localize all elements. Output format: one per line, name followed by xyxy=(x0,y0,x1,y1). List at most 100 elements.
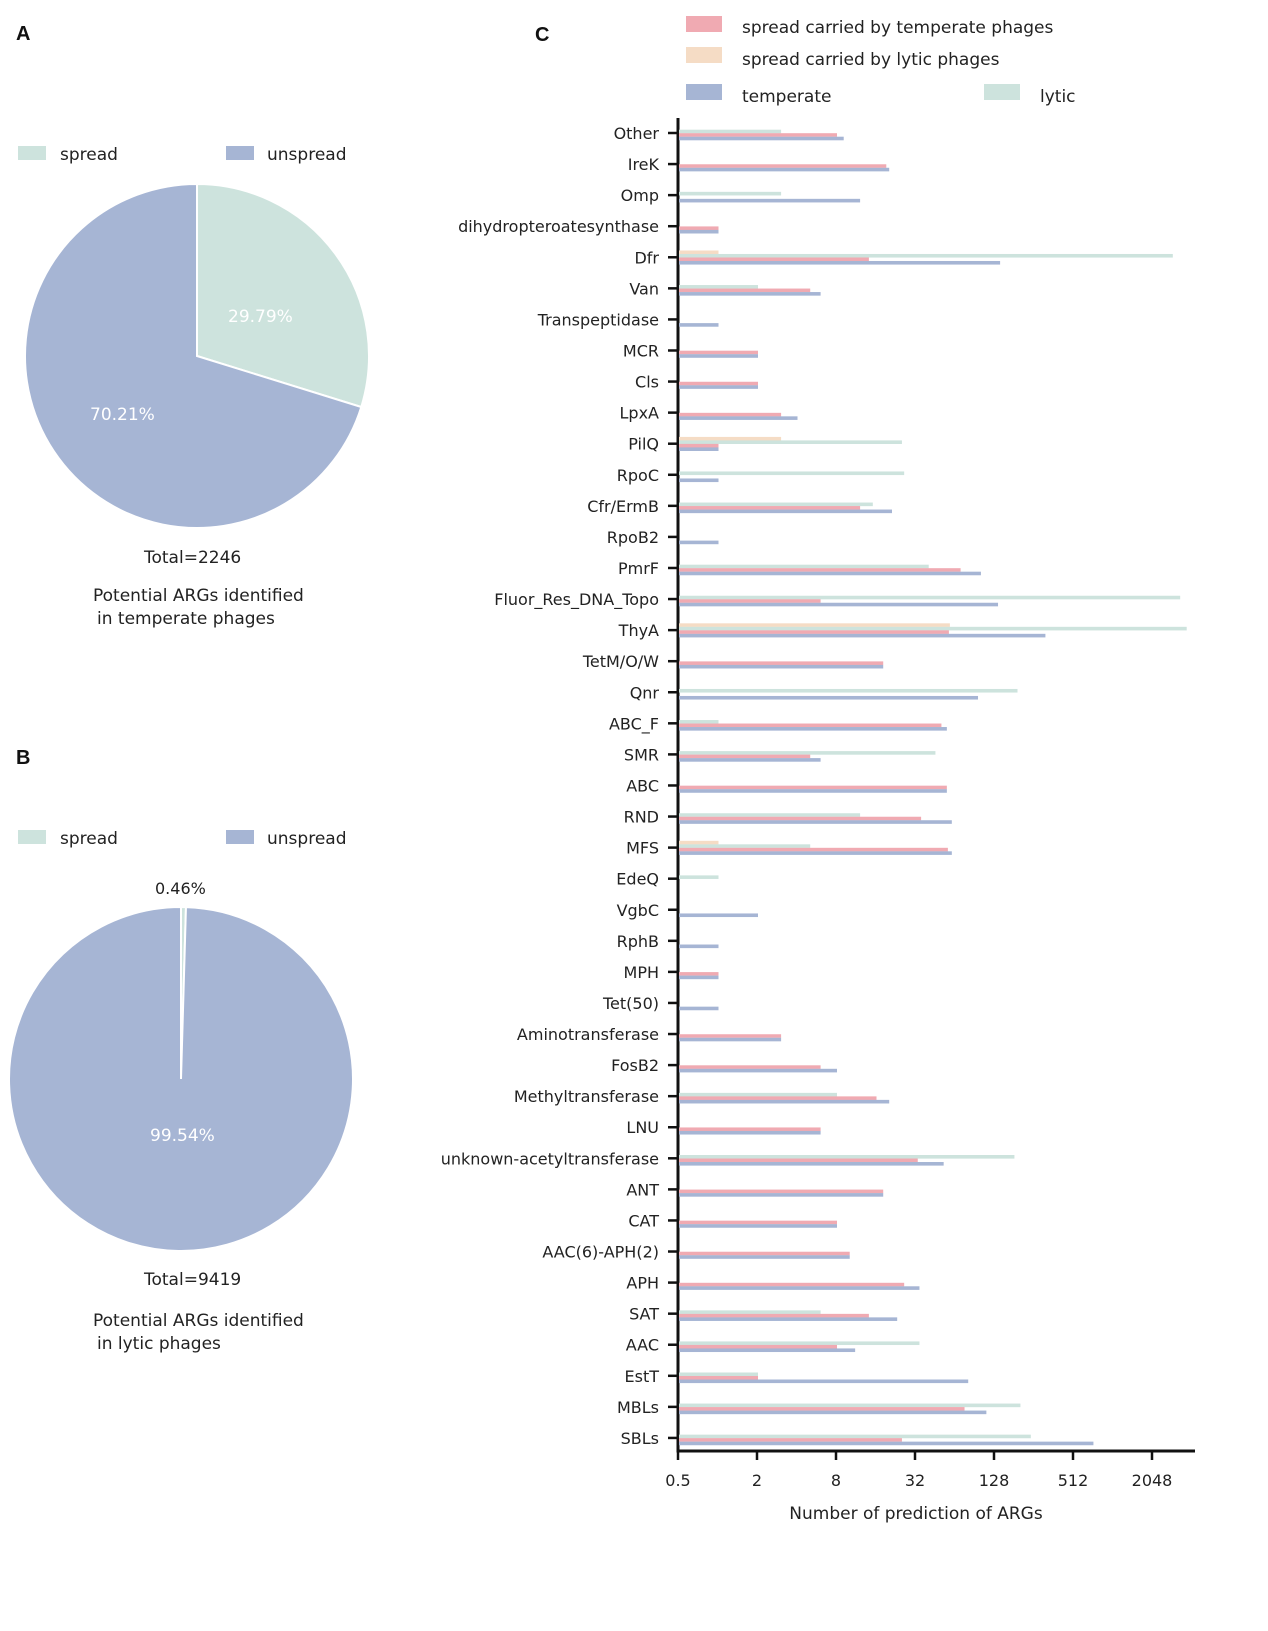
bar-ABC_F-spread carried by temperate phages xyxy=(679,723,942,728)
category-label: SAT xyxy=(629,1305,659,1324)
pie-b-caption-line2: in lytic phages xyxy=(97,1334,221,1354)
category-label: AAC(6)-APH(2) xyxy=(542,1243,659,1262)
category-label: PmrF xyxy=(618,559,659,578)
category-label: Omp xyxy=(621,186,659,205)
bar-Fluor_Res_DNA_Topo-lytic xyxy=(679,595,1181,600)
bar-MFS-spread carried by lytic phages xyxy=(679,840,719,845)
bar-FosB2-temperate xyxy=(679,1068,837,1073)
category-label: ABC_F xyxy=(609,714,659,734)
category-label: Cfr/ErmB xyxy=(587,497,659,516)
x-tick-label: 0.5 xyxy=(665,1471,690,1490)
bar-MFS-spread carried by temperate phages xyxy=(679,847,948,852)
bar-PmrF-temperate xyxy=(679,571,981,576)
x-tick-label: 32 xyxy=(905,1471,925,1490)
bar-AAC(6)-APH(2)-spread carried by temperate phages xyxy=(679,1251,850,1256)
bar-Methyltransferase-lytic xyxy=(679,1092,837,1097)
bar-Methyltransferase-temperate xyxy=(679,1099,890,1104)
bar-MPH-temperate xyxy=(679,975,719,980)
category-label: Van xyxy=(629,279,659,298)
category-label: IreK xyxy=(628,155,660,174)
category-label: Cls xyxy=(635,373,659,392)
bar-IreK-spread carried by temperate phages xyxy=(679,164,887,168)
pie-a-caption-line2: in temperate phages xyxy=(97,609,275,629)
panel-c-letter: C xyxy=(535,24,549,46)
bar-Other-spread carried by temperate phages xyxy=(679,133,837,137)
bar-Van-temperate xyxy=(679,292,821,296)
bar-unknown-acetyltransferase-temperate xyxy=(679,1162,944,1166)
legend-b-unspread-label: unspread xyxy=(267,829,346,849)
category-label: TetM/O/W xyxy=(582,652,659,671)
category-label: APH xyxy=(626,1274,659,1293)
category-label: ThyA xyxy=(618,621,659,640)
category-label: EstT xyxy=(625,1367,660,1386)
bar-Dfr-lytic xyxy=(679,253,1173,258)
bar-LNU-temperate xyxy=(679,1130,821,1135)
category-label: RpoC xyxy=(617,466,659,485)
pie-chart-b xyxy=(8,905,354,1252)
category-label: Other xyxy=(614,124,660,143)
bar-EstT-lytic xyxy=(679,1372,758,1377)
bar-Omp-temperate xyxy=(679,198,861,203)
bar-ThyA-temperate xyxy=(679,633,1046,638)
legend-a-spread-swatch xyxy=(18,146,46,160)
legend-c-spread-lytic-swatch xyxy=(686,47,722,63)
bar-Cls-spread carried by temperate phages xyxy=(679,381,758,386)
bar-TetM/O/W-temperate xyxy=(679,664,884,669)
category-label: MPH xyxy=(624,963,659,982)
bar-RND-spread carried by temperate phages xyxy=(679,816,922,821)
legend-b-unspread-swatch xyxy=(226,830,254,844)
bar-ABC_F-lytic xyxy=(679,720,719,724)
legend-c-spread-temperate-swatch xyxy=(686,16,722,32)
category-label: PilQ xyxy=(628,435,659,454)
bar-PilQ-spread carried by lytic phages xyxy=(679,436,782,441)
bar-Omp-lytic xyxy=(679,191,782,196)
x-tick-label: 2 xyxy=(752,1471,762,1490)
category-label: MFS xyxy=(626,839,659,858)
legend-a-unspread-label: unspread xyxy=(267,145,346,165)
bar-SMR-spread carried by temperate phages xyxy=(679,754,811,759)
legend-c-temperate-label: temperate xyxy=(742,87,831,107)
category-label: Dfr xyxy=(634,248,659,267)
legend-b-spread-swatch xyxy=(18,830,46,844)
legend-c-lytic-swatch xyxy=(984,84,1020,100)
bar-SAT-lytic xyxy=(679,1310,821,1314)
category-label: CAT xyxy=(628,1211,659,1230)
x-tick-label: 128 xyxy=(979,1471,1010,1490)
bar-EstT-temperate xyxy=(679,1379,969,1384)
panel-a-letter: A xyxy=(16,23,30,45)
bar-APH-spread carried by temperate phages xyxy=(679,1282,905,1287)
bar-Aminotransferase-temperate xyxy=(679,1037,782,1042)
bar-Fluor_Res_DNA_Topo-spread carried by temperate phages xyxy=(679,599,821,603)
bar-MBLs-temperate xyxy=(679,1410,987,1415)
bar-CAT-spread carried by temperate phages xyxy=(679,1220,837,1225)
bar-Cls-temperate xyxy=(679,385,758,389)
panel-c: C spread carried by temperate phages spr… xyxy=(441,16,1195,1524)
category-label: Transpeptidase xyxy=(537,310,659,329)
bar-unknown-acetyltransferase-lytic xyxy=(679,1155,1015,1159)
bar-EdeQ-lytic xyxy=(679,875,719,879)
bar-Van-lytic xyxy=(679,285,758,289)
category-label: VgbC xyxy=(617,901,659,920)
category-label: unknown-acetyltransferase xyxy=(441,1149,659,1168)
pie-b-total: Total=9419 xyxy=(143,1270,241,1290)
bar-MBLs-lytic xyxy=(679,1403,1021,1408)
legend-a-spread-label: spread xyxy=(60,145,118,165)
bar-RND-temperate xyxy=(679,820,952,824)
bar-MCR-spread carried by temperate phages xyxy=(679,350,758,355)
bar-SBLs-lytic xyxy=(679,1434,1031,1439)
pie-b-spread-percent: 0.46% xyxy=(155,879,206,898)
bar-LpxA-temperate xyxy=(679,416,798,420)
pie-b-slice-unspread xyxy=(8,905,354,1252)
legend-c-spread-lytic-label: spread carried by lytic phages xyxy=(742,50,1000,70)
bar-Van-spread carried by temperate phages xyxy=(679,288,811,293)
x-tick-label: 512 xyxy=(1058,1471,1089,1490)
bar-MFS-temperate xyxy=(679,851,952,855)
pie-a-unspread-percent: 70.21% xyxy=(90,405,155,425)
bar-Cfr/ErmB-lytic xyxy=(679,502,873,507)
bar-dihydropteroatesynthase-temperate xyxy=(679,229,719,234)
bar-SAT-spread carried by temperate phages xyxy=(679,1313,869,1318)
bar-RND-lytic xyxy=(679,813,861,817)
bar-ABC_F-temperate xyxy=(679,727,947,731)
legend-c-temperate-swatch xyxy=(686,84,722,100)
